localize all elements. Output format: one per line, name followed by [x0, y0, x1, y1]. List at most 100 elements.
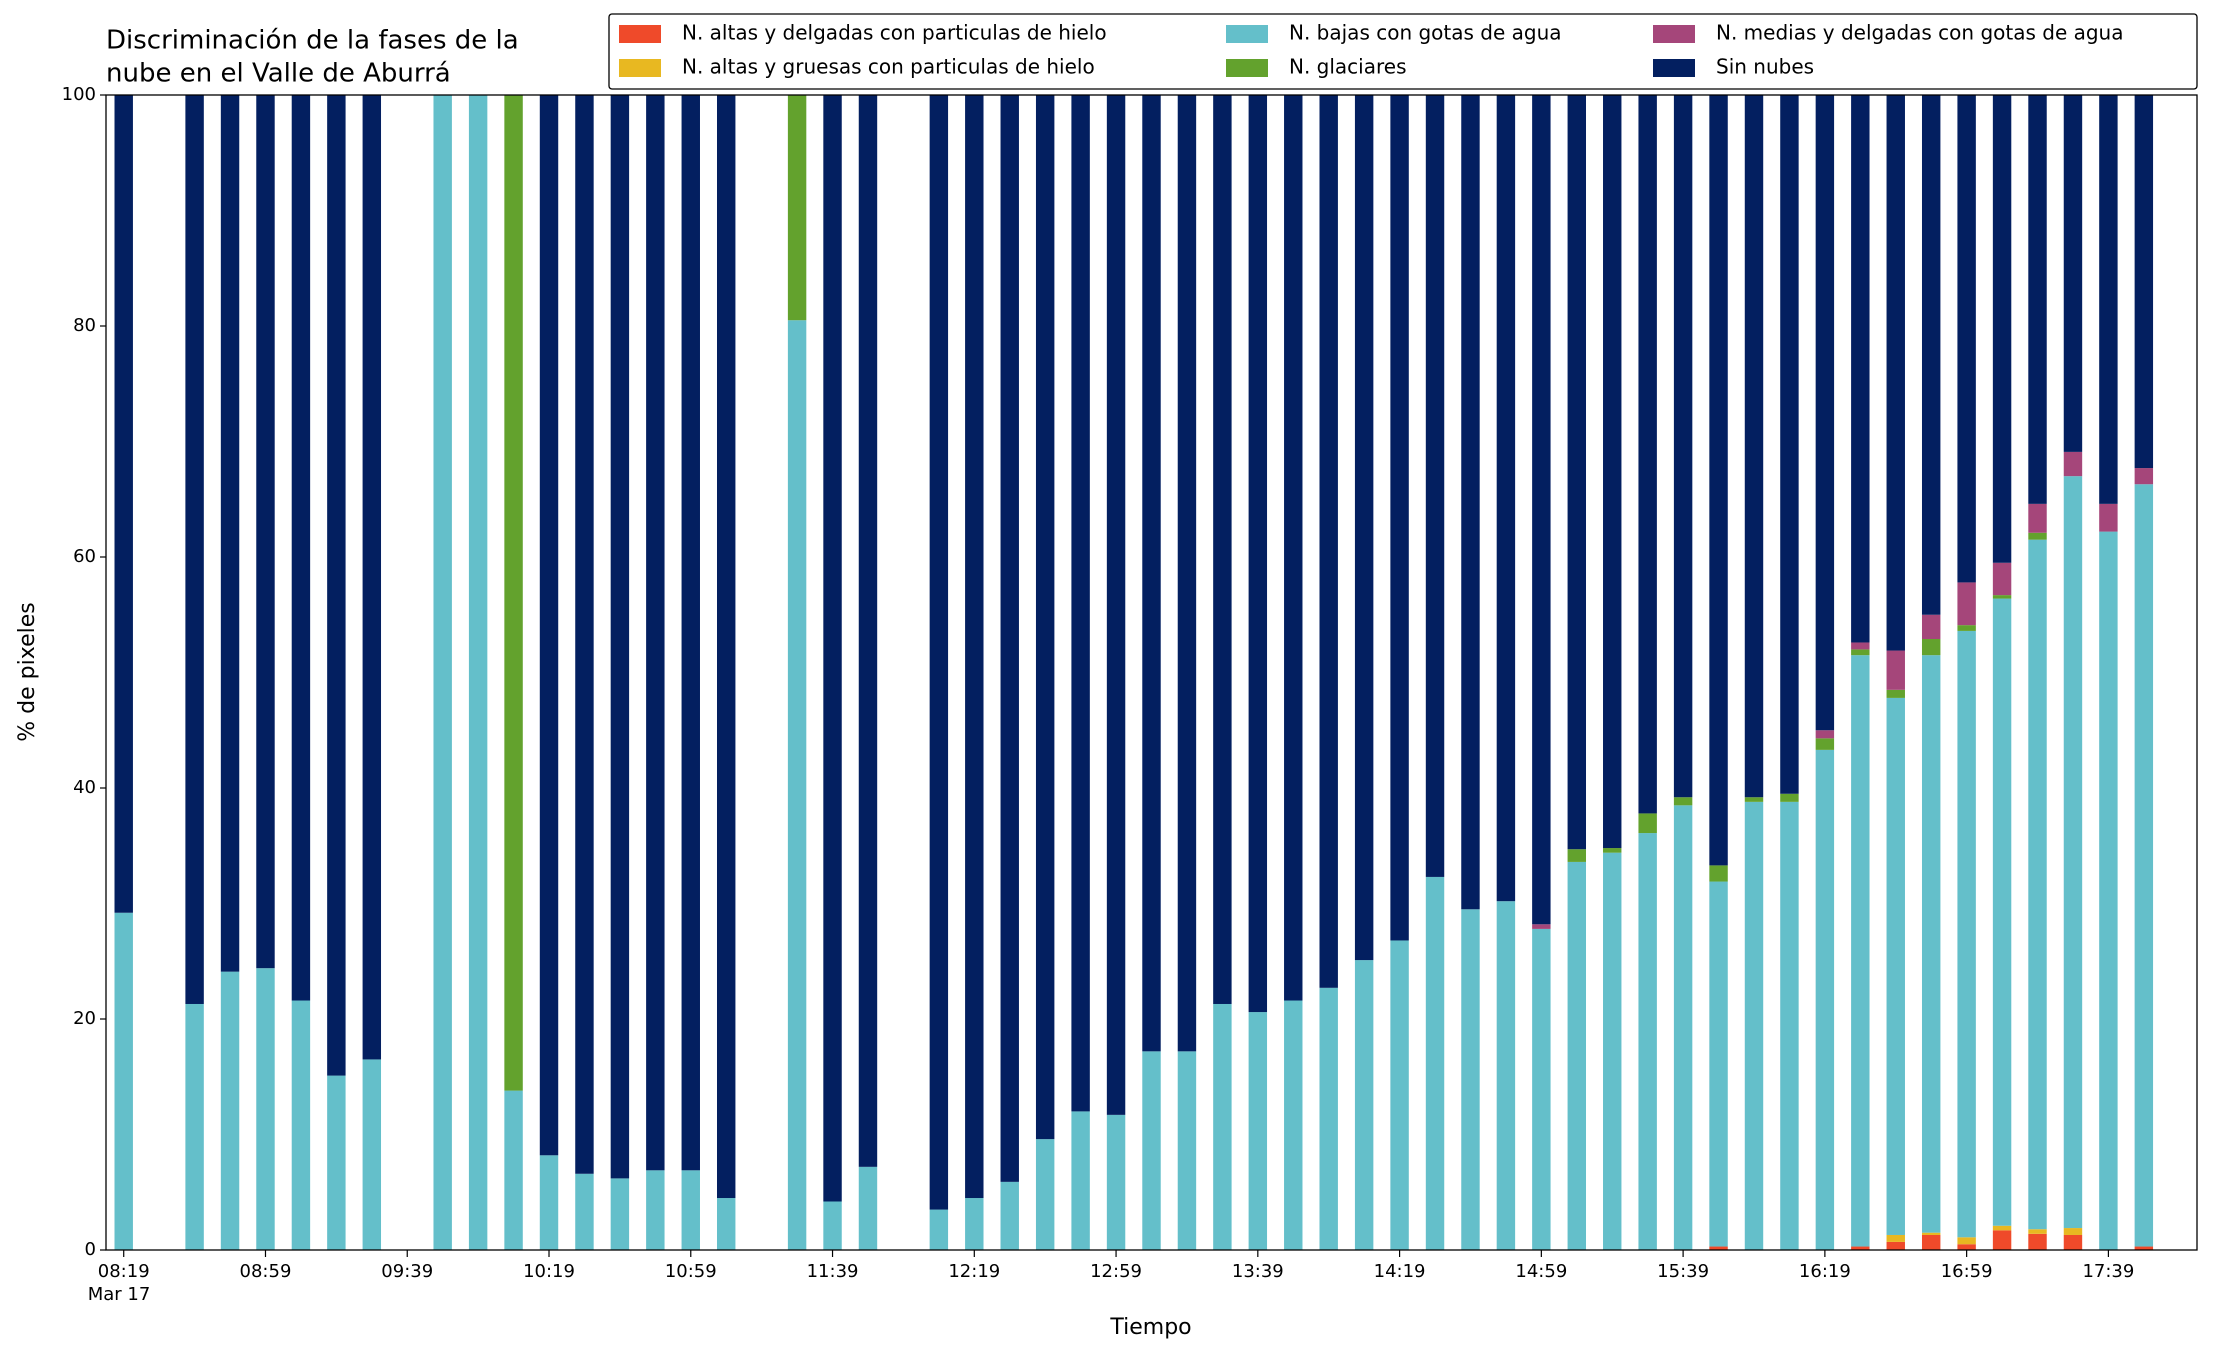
x-tick-label: 16:59 — [1941, 1261, 1993, 1282]
bar-segment — [1390, 940, 1409, 1250]
x-tick-label: 14:19 — [1374, 1261, 1426, 1282]
y-tick-label: 20 — [73, 1008, 96, 1029]
bar-segment — [1390, 95, 1409, 941]
bar-segment — [1709, 865, 1728, 882]
bar-segment — [1603, 95, 1622, 849]
bar-segment — [185, 95, 204, 1004]
bar-segment — [1000, 1181, 1019, 1250]
bar-segment — [1921, 95, 1941, 615]
bar-segment — [1213, 1003, 1232, 1250]
bar-segment — [1921, 639, 1941, 656]
bar-segment — [1354, 960, 1374, 1250]
bar-segment — [1780, 95, 1799, 794]
legend-swatch — [1653, 25, 1695, 43]
legend-label: N. medias y delgadas con gotas de agua — [1716, 21, 2124, 45]
plot-frame — [105, 94, 2198, 1251]
bar-segment — [681, 95, 700, 1171]
bar-segment — [1886, 1234, 1905, 1242]
bar-segment — [1886, 697, 1905, 1235]
bar-segment — [858, 95, 878, 1167]
legend-label: N. glaciares — [1289, 55, 1407, 79]
bar-segment — [1957, 582, 1976, 626]
bar-segment — [681, 1170, 700, 1250]
bar-segment — [1496, 95, 1516, 902]
x-axis-label: Tiempo — [1109, 1315, 1191, 1340]
bar-segment — [1638, 95, 1657, 814]
bar-segment — [2134, 1246, 2154, 1250]
bar-segment — [1886, 650, 1905, 690]
bar-segment — [504, 1090, 523, 1250]
bar-segment — [858, 1166, 878, 1250]
bar-segment — [1142, 95, 1161, 1052]
bar-segment — [2063, 451, 2083, 477]
bar-segment — [1957, 625, 1976, 631]
bar-segment — [1921, 1234, 1941, 1250]
bar-segment — [433, 95, 452, 1250]
bar-segment — [646, 95, 665, 1171]
chart-title: Discriminación de la fases de la — [106, 26, 519, 56]
bar-segment — [291, 95, 311, 1001]
bar-segment — [1673, 805, 1693, 1250]
bar-segment — [539, 95, 559, 1156]
bar-segment — [2099, 503, 2118, 532]
bar-segment — [1567, 861, 1587, 1250]
bar-segment — [1106, 95, 1126, 1115]
bar-segment — [2099, 95, 2118, 504]
bar-segment — [1780, 793, 1799, 802]
bar-segment — [965, 1198, 984, 1250]
bar-segment — [468, 95, 488, 1250]
x-tick-label: 15:39 — [1657, 1261, 1709, 1282]
bar-segment — [610, 95, 630, 1179]
legend-label: N. altas y delgadas con particulas de hi… — [682, 21, 1107, 45]
bar-segment — [1744, 95, 1764, 798]
bar-segment — [1638, 833, 1657, 1250]
bar-segment — [362, 95, 382, 1060]
bar-segment — [1957, 630, 1976, 1238]
bar-segment — [1815, 730, 1835, 739]
bar-segment — [1425, 95, 1445, 877]
legend-label: Sin nubes — [1716, 55, 1814, 79]
y-tick-label: 100 — [62, 84, 96, 105]
bar-segment — [716, 95, 736, 1199]
y-tick-label: 60 — [73, 546, 96, 567]
bar-segment — [1957, 1244, 1976, 1250]
bar-segment — [362, 1059, 382, 1250]
x-tick-label: 08:19 — [98, 1261, 150, 1282]
bar-segment — [1709, 1246, 1728, 1250]
bar-segment — [1851, 95, 1870, 643]
legend-swatch — [619, 59, 661, 77]
bar-segment — [2028, 1229, 2047, 1234]
legend-swatch — [619, 25, 661, 43]
bar-segment — [1992, 562, 2012, 596]
bar-segment — [823, 95, 842, 1202]
bar-segment — [114, 912, 133, 1250]
bar-segment — [185, 1003, 204, 1250]
bar-segment — [610, 1178, 630, 1250]
bar-segment — [1000, 95, 1019, 1182]
bar-segment — [823, 1201, 842, 1250]
bar-segment — [1992, 598, 2012, 1226]
bar-segment — [1851, 642, 1870, 650]
bar-segment — [1319, 95, 1338, 988]
bar-segment — [1815, 95, 1835, 731]
bar-segment — [787, 320, 807, 1251]
bar-segment — [1886, 1241, 1905, 1250]
bar-segment — [1709, 881, 1728, 1247]
x-tick-label: 12:19 — [948, 1261, 1000, 1282]
bar-segment — [327, 1075, 346, 1250]
chart-title: nube en el Valle de Aburrá — [106, 59, 451, 89]
bar-segment — [1992, 95, 2012, 563]
bar-segment — [2063, 1234, 2083, 1250]
bar-segment — [2028, 95, 2047, 504]
bar-segment — [1815, 738, 1835, 750]
bar-segment — [1744, 801, 1764, 1250]
bar-segment — [929, 1209, 949, 1250]
bar-segment — [504, 95, 523, 1091]
bar-segment — [646, 1170, 665, 1250]
bar-segment — [1071, 95, 1090, 1112]
bar-segment — [1603, 848, 1622, 853]
x-tick-label: 12:59 — [1090, 1261, 1142, 1282]
x-tick-label: 14:59 — [1515, 1261, 1567, 1282]
legend-swatch — [1653, 59, 1695, 77]
